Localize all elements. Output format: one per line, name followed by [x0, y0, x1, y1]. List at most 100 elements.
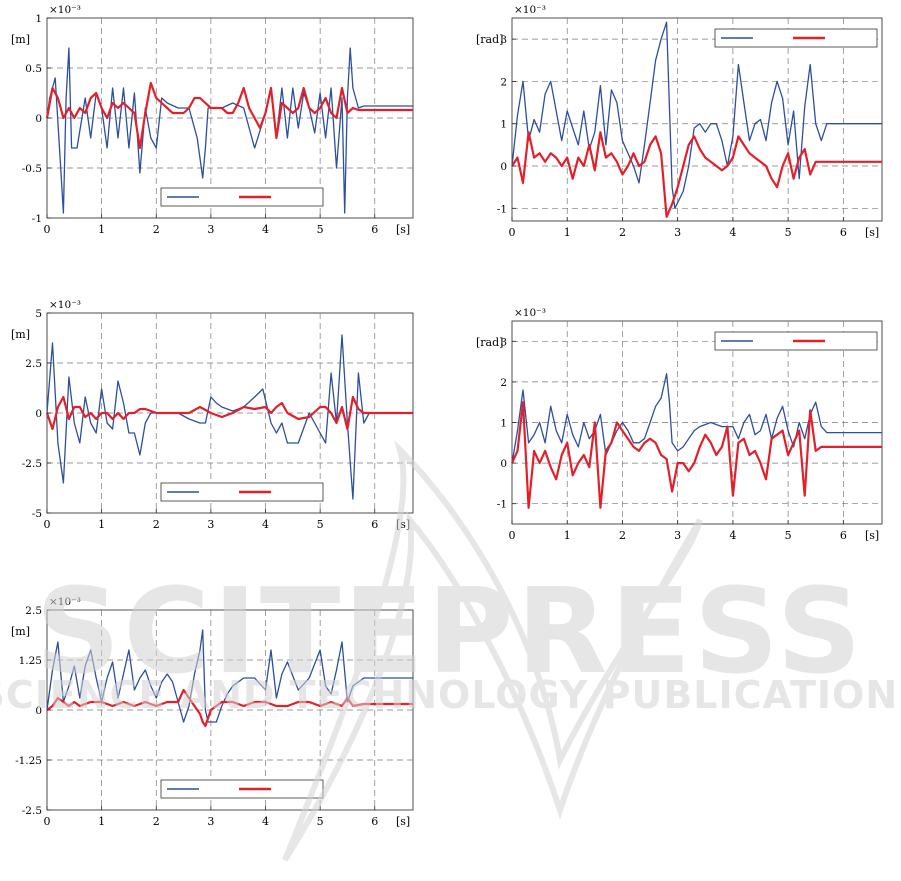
legend-box	[160, 482, 324, 502]
x-tick-label: 3	[674, 529, 681, 542]
x-tick-label: 1	[564, 226, 571, 239]
y-axis-unit-label: [m]	[11, 625, 30, 638]
x-tick-label: 0	[509, 529, 516, 542]
x-tick-label: 3	[674, 226, 681, 239]
y-tick-label: 0.5	[25, 63, 42, 75]
x-tick-label: 0	[44, 518, 51, 531]
plots-layer: 0 1 2 3 4 5 6-1-0.500.51×10⁻³[m][s] 0 1 2 3 4 5 6-101…	[11, 4, 883, 828]
x-tick-label: 5	[317, 223, 324, 236]
sci-te-press-watermark: SCITEPRESS SCIENCE AND TECHNOLOGY PUBLIC…	[0, 439, 901, 862]
y-tick-label: 3	[500, 336, 507, 348]
y-tick-label: 1	[500, 418, 507, 430]
series-line-red	[45, 81, 413, 150]
series-line-red	[46, 688, 413, 728]
x-axis-unit-label: [s]	[865, 529, 879, 542]
chart-middle-left: 0 1 2 3 4 5 6-5-2.502.55×10⁻³[m][s]	[11, 299, 414, 531]
x-tick-label: 3	[207, 815, 214, 828]
exponent-label: ×10⁻³	[514, 307, 546, 319]
x-tick-label: 5	[317, 815, 324, 828]
x-tick-label: 6	[371, 518, 378, 531]
x-tick-label: 0	[44, 223, 51, 236]
legend-box	[160, 187, 324, 207]
series-line-blue	[511, 373, 882, 464]
x-tick-label: 1	[564, 529, 571, 542]
legend-box	[160, 779, 324, 799]
y-axis-unit-label: [m]	[11, 33, 30, 46]
y-axis-unit-label: [rad]	[476, 336, 503, 349]
y-tick-label: -1.25	[15, 755, 42, 767]
legend-box	[714, 28, 878, 48]
series-line-red	[45, 395, 413, 431]
legend-box	[714, 331, 878, 351]
y-tick-label: -1	[497, 499, 507, 511]
x-tick-label: 2	[619, 529, 626, 542]
x-tick-label: 2	[619, 226, 626, 239]
chart-bottom-left: 0 1 2 3 4 5 6 -2.5 -1.25 0 1.25 2.5 ×10⁻³ [m] [s]	[11, 596, 414, 828]
exponent-label: ×10⁻³	[514, 4, 546, 16]
x-tick-label: 6	[840, 529, 847, 542]
y-tick-label: 5	[35, 308, 42, 320]
chart-top-left: 0 1 2 3 4 5 6 -1 -0.5 0 0.5 1 ×10⁻³ [m] [s]	[11, 4, 414, 236]
y-tick-label: 0	[35, 408, 42, 420]
y-tick-label: 0	[500, 161, 507, 173]
y-tick-label: 0	[35, 705, 42, 717]
y-axis-unit-label: [m]	[11, 328, 30, 341]
exponent-label: ×10⁻³	[49, 299, 81, 311]
x-axis-unit-label: [s]	[396, 223, 410, 236]
series-line-red	[511, 131, 882, 218]
x-tick-label: 1	[98, 815, 105, 828]
watermark-text: SCITEPRESS	[35, 562, 864, 700]
x-tick-label: 5	[317, 518, 324, 531]
y-tick-label: 2.5	[25, 605, 42, 617]
x-tick-label: 4	[729, 529, 736, 542]
y-tick-label: 1.25	[19, 655, 42, 667]
x-tick-label: 4	[262, 518, 269, 531]
x-tick-label: 6	[840, 226, 847, 239]
x-axis-unit-label: [s]	[865, 226, 879, 239]
y-tick-label: -1	[497, 203, 507, 215]
x-axis-unit-label: [s]	[396, 815, 410, 828]
y-tick-label: 0	[500, 458, 507, 470]
watermark-swoosh-icon	[282, 439, 703, 862]
y-tick-label: -2.5	[22, 805, 42, 817]
y-tick-label: 0	[35, 113, 42, 125]
y-tick-label: -1	[32, 213, 42, 225]
x-tick-label: 5	[785, 529, 792, 542]
x-tick-label: 4	[262, 815, 269, 828]
chart-middle-right: 0 1 2 3 4 5 6 -1 0 1 2 3 ×10⁻³ [rad] [s]	[476, 307, 883, 542]
x-tick-label: 4	[262, 223, 269, 236]
y-tick-label: 1	[500, 119, 507, 131]
x-tick-label: 2	[153, 815, 160, 828]
plot-frame	[511, 17, 883, 222]
series-line-blue	[46, 334, 413, 500]
y-tick-label: 3	[500, 34, 507, 46]
x-tick-label: 6	[371, 815, 378, 828]
series-line-red	[510, 401, 882, 509]
y-tick-label: -2.5	[22, 458, 42, 470]
series-line-blue	[46, 629, 413, 723]
y-tick-label: 2	[500, 76, 507, 88]
x-tick-label: 0	[509, 226, 516, 239]
y-axis-unit-label: [rad]	[476, 33, 503, 46]
x-tick-label: 2	[153, 518, 160, 531]
x-tick-label: 2	[153, 223, 160, 236]
series-line-blue	[511, 21, 882, 209]
y-tick-label: -5	[32, 508, 42, 520]
y-tick-label: -0.5	[22, 163, 42, 175]
x-tick-label: 0	[44, 815, 51, 828]
x-tick-label: 1	[98, 223, 105, 236]
watermark-subtext: SCIENCE AND TECHNOLOGY PUBLICATIONS	[0, 673, 901, 717]
exponent-label: ×10⁻³	[49, 596, 81, 608]
y-tick-label: 2	[500, 377, 507, 389]
y-tick-label: 1	[35, 13, 42, 25]
x-tick-label: 3	[207, 518, 214, 531]
x-tick-label: 1	[98, 518, 105, 531]
x-tick-label: 4	[729, 226, 736, 239]
exponent-label: ×10⁻³	[49, 4, 81, 16]
x-tick-label: 3	[207, 223, 214, 236]
y-tick-label: 2.5	[25, 358, 42, 370]
x-tick-label: 5	[785, 226, 792, 239]
x-tick-label: 6	[371, 223, 378, 236]
